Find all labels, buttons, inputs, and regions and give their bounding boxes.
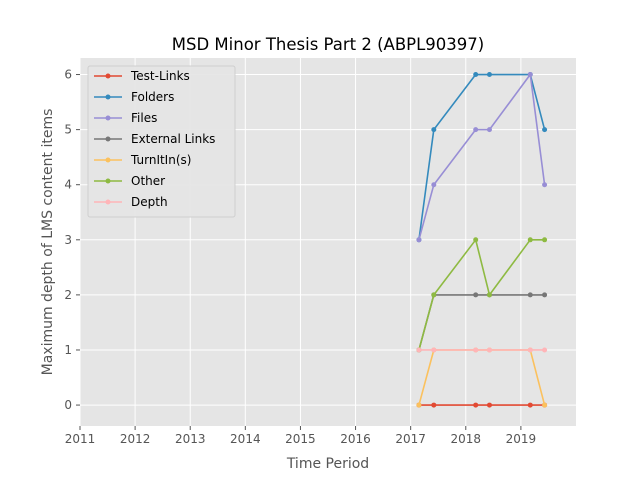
legend-label: Test-Links <box>130 69 190 83</box>
data-point <box>486 292 492 298</box>
data-point <box>473 72 479 78</box>
chart-title: MSD Minor Thesis Part 2 (ABPL90397) <box>172 35 484 54</box>
data-point <box>431 182 437 188</box>
x-tick-label: 2012 <box>120 432 151 446</box>
data-point <box>473 237 479 243</box>
series-line-1 <box>418 73 546 240</box>
legend-label: Depth <box>131 195 168 209</box>
data-point <box>431 402 437 408</box>
data-point <box>527 402 533 408</box>
data-point <box>473 127 479 133</box>
data-point <box>486 402 492 408</box>
y-tick-label: 3 <box>64 233 72 247</box>
data-point <box>542 127 548 133</box>
legend-swatch-marker <box>105 73 111 79</box>
series-line-2 <box>418 73 546 241</box>
data-point <box>431 127 437 133</box>
legend-label: Files <box>131 111 157 125</box>
data-point <box>486 72 492 78</box>
x-tick-label: 2013 <box>175 432 206 446</box>
legend-label: Other <box>131 174 165 188</box>
data-point <box>416 402 422 408</box>
data-point <box>486 347 492 353</box>
legend-swatch-marker <box>105 136 111 142</box>
legend-swatch-marker <box>105 178 111 184</box>
y-tick-label: 0 <box>64 398 72 412</box>
y-axis-label: Maximum depth of LMS content items <box>40 109 56 376</box>
data-point <box>416 237 422 243</box>
data-point <box>542 182 548 188</box>
data-point <box>473 292 479 298</box>
series-lines <box>416 72 548 408</box>
y-tick-label: 1 <box>64 343 72 357</box>
data-point <box>431 347 437 353</box>
data-point <box>527 347 533 353</box>
data-point <box>542 347 548 353</box>
data-point <box>542 292 548 298</box>
data-point <box>473 402 479 408</box>
legend-label: TurnItIn(s) <box>130 153 191 167</box>
legend-label: External Links <box>131 132 215 146</box>
y-tick-label: 6 <box>64 68 72 82</box>
x-tick-label: 2014 <box>230 432 261 446</box>
data-point <box>431 292 437 298</box>
x-tick-label: 2017 <box>395 432 426 446</box>
x-tick-label: 2018 <box>451 432 482 446</box>
x-tick-label: 2015 <box>285 432 316 446</box>
data-point <box>473 347 479 353</box>
data-point <box>527 292 533 298</box>
data-point <box>542 237 548 243</box>
x-tick-label: 2016 <box>340 432 371 446</box>
x-axis-label: Time Period <box>286 456 369 472</box>
legend-box <box>87 65 236 218</box>
axis-ticks: 2011 2012 2013 2014 2015 2016 2017 2018 2019 0 1 2 3… <box>64 68 536 446</box>
data-point <box>527 237 533 243</box>
legend: Test-Links Folders Files External Links Turn… <box>87 65 236 218</box>
legend-label: Folders <box>131 90 174 104</box>
x-tick-label: 2011 <box>65 432 96 446</box>
data-point <box>416 347 422 353</box>
y-tick-label: 5 <box>64 123 72 137</box>
legend-swatch-marker <box>105 157 111 163</box>
y-tick-label: 2 <box>64 288 72 302</box>
data-point <box>486 127 492 133</box>
legend-swatch-marker <box>105 115 111 121</box>
data-point <box>542 402 548 408</box>
x-tick-label: 2019 <box>506 432 537 446</box>
legend-swatch-marker <box>105 94 111 100</box>
data-point <box>527 72 533 78</box>
legend-swatch-marker <box>105 199 111 205</box>
y-tick-label: 4 <box>64 178 72 192</box>
